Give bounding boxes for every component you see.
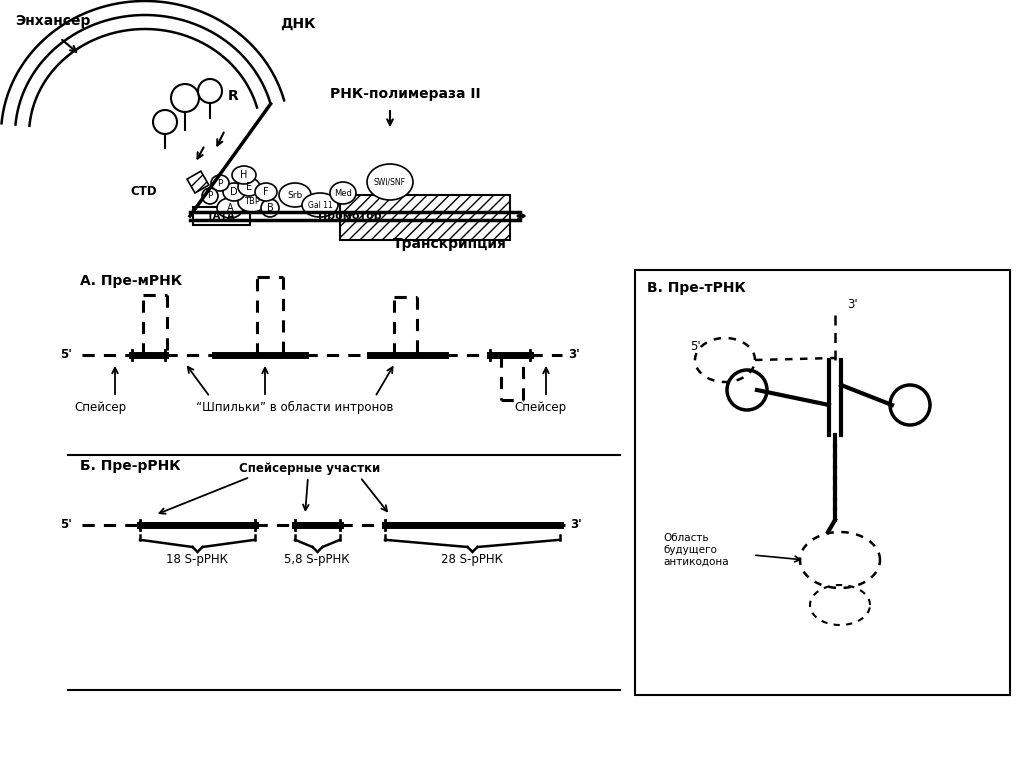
Text: A: A — [226, 203, 233, 213]
Text: В. Пре-тРНК: В. Пре-тРНК — [647, 281, 745, 295]
Text: “Шпильки” в области интронов: “Шпильки” в области интронов — [197, 401, 393, 414]
Text: Транскрипция: Транскрипция — [393, 237, 507, 251]
Bar — [193, 207, 250, 225]
Text: 28 S-рРНК: 28 S-рРНК — [441, 553, 503, 566]
Text: P: P — [217, 179, 222, 187]
Text: CTD: CTD — [130, 185, 157, 198]
Text: ДНК: ДНК — [280, 17, 315, 31]
Text: TBP: TBP — [244, 197, 260, 206]
Ellipse shape — [238, 192, 266, 212]
Circle shape — [727, 370, 767, 410]
Ellipse shape — [223, 183, 245, 201]
Text: Gal 11: Gal 11 — [307, 200, 333, 209]
Text: P: P — [207, 192, 213, 200]
Text: D: D — [230, 187, 238, 197]
Text: SWI/SNF: SWI/SNF — [374, 177, 406, 186]
Text: Med: Med — [334, 189, 352, 197]
Circle shape — [198, 79, 222, 103]
Ellipse shape — [261, 199, 279, 217]
Ellipse shape — [367, 164, 413, 200]
Text: 3': 3' — [570, 518, 582, 532]
Text: B: B — [266, 203, 273, 213]
Ellipse shape — [238, 178, 260, 196]
Text: 18 S-рРНК: 18 S-рРНК — [166, 553, 228, 566]
Circle shape — [171, 84, 199, 112]
Text: 3': 3' — [847, 298, 858, 311]
Text: Область
будущего
антикодона: Область будущего антикодона — [663, 533, 729, 567]
Text: 5': 5' — [60, 348, 72, 361]
Ellipse shape — [217, 198, 243, 218]
Ellipse shape — [232, 166, 256, 184]
Bar — [187, 171, 209, 193]
Text: 3': 3' — [568, 348, 580, 361]
Bar — [635, 270, 1010, 695]
Text: ТАТА: ТАТА — [207, 211, 236, 221]
Circle shape — [890, 385, 930, 425]
Text: E: E — [246, 182, 252, 192]
Text: H: H — [241, 170, 248, 180]
Text: 5': 5' — [690, 340, 700, 353]
Text: 5,8 S-рРНК: 5,8 S-рРНК — [285, 553, 350, 566]
Ellipse shape — [330, 182, 356, 204]
Circle shape — [153, 110, 177, 134]
Text: РНК-полимераза II: РНК-полимераза II — [330, 87, 480, 101]
Ellipse shape — [279, 183, 311, 207]
Ellipse shape — [211, 175, 229, 191]
Text: Энхансер: Энхансер — [15, 14, 90, 28]
Text: Б. Пре-рРНК: Б. Пре-рРНК — [80, 459, 180, 473]
Ellipse shape — [255, 183, 278, 201]
Text: Спейсерные участки: Спейсерные участки — [240, 462, 381, 475]
Text: R: R — [228, 89, 239, 103]
Text: Спейсер: Спейсер — [74, 401, 126, 414]
Ellipse shape — [202, 188, 218, 204]
Bar — [340, 195, 510, 240]
Text: 5': 5' — [60, 518, 72, 532]
Text: Спейсер: Спейсер — [514, 401, 566, 414]
Text: А. Пре-мРНК: А. Пре-мРНК — [80, 274, 182, 288]
Text: Промотор: Промотор — [318, 211, 382, 221]
Ellipse shape — [302, 193, 338, 217]
Text: F: F — [263, 187, 269, 197]
Text: Srb: Srb — [288, 190, 303, 199]
